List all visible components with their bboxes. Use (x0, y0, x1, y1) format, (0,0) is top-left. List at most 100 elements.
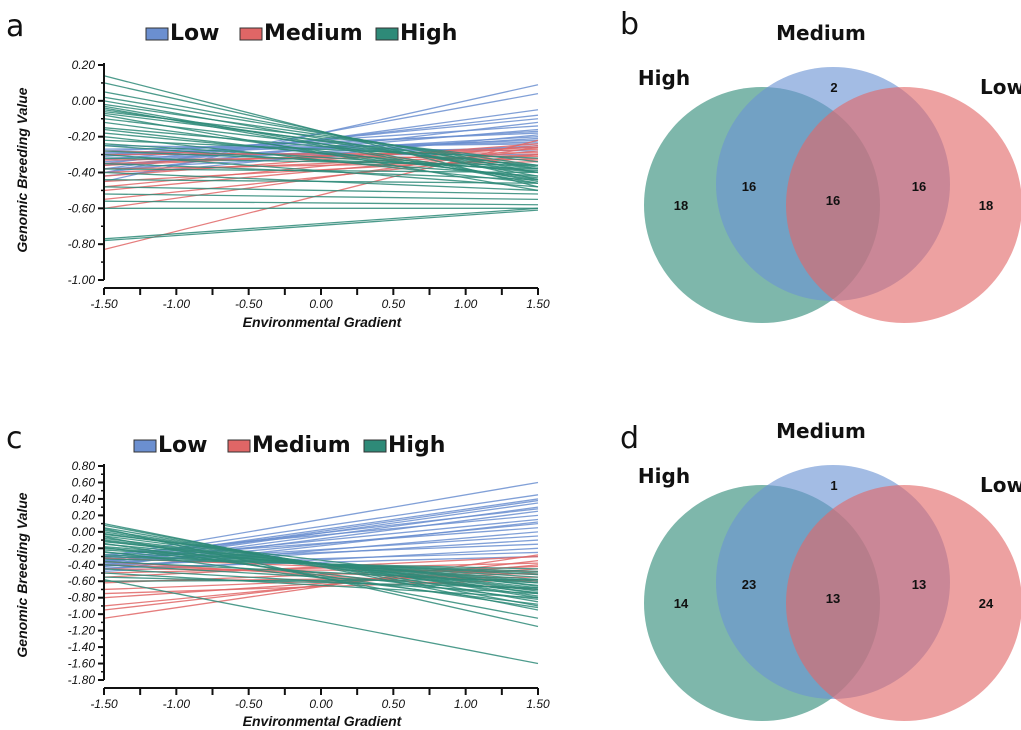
series-line-high-23 (103, 179, 539, 184)
series-lines-c (103, 481, 539, 665)
y-tick-label: -1.60 (68, 657, 96, 671)
venn-count-medium-low: 13 (912, 577, 926, 592)
venn-set-label-medium: Medium (776, 21, 866, 45)
y-tick-label: -0.80 (68, 237, 96, 251)
y-axis-title-a: Genomic Breeding Value (14, 87, 30, 252)
panel-letter-a: a (6, 9, 24, 44)
venn-count-medium-only: 2 (830, 80, 837, 95)
legend-swatch-low (133, 439, 157, 453)
series-line-high-20 (103, 568, 539, 595)
y-tick-label: -0.40 (68, 558, 96, 572)
y-tick-label: 0.20 (72, 58, 96, 72)
series-line-high-25 (103, 193, 539, 201)
venn-set-label-low: Low (980, 75, 1021, 99)
legend-swatch-medium (239, 27, 263, 41)
y-tick-label: 0.20 (72, 508, 96, 522)
legend-c: Low Medium High (133, 433, 445, 458)
legend-swatch-high (375, 27, 399, 41)
x-tick-label: 1.50 (526, 697, 550, 711)
series-line-high-19 (103, 157, 539, 166)
legend-label-high: High (388, 433, 445, 458)
venn-count-low-only: 24 (979, 596, 994, 611)
series-line-high-24 (103, 578, 539, 665)
panel-letter-d: d (620, 421, 639, 456)
axes-a: 0.20 0.00 -0.20 -0.40 -0.60 -0.80 -1.00 -1.50 -1… (68, 58, 550, 311)
venn-set-label-medium: Medium (776, 419, 866, 443)
legend-label-medium: Medium (264, 21, 363, 46)
x-tick-label: -0.50 (235, 297, 263, 311)
series-line-low-5 (103, 510, 539, 568)
legend-label-high: High (400, 21, 457, 46)
series-lines-a (103, 75, 539, 251)
y-tick-label: -0.80 (68, 591, 96, 605)
y-tick-label: -1.00 (68, 607, 96, 621)
venn-count-high-only: 18 (674, 198, 688, 213)
y-tick-label: 0.60 (72, 475, 96, 489)
series-line-medium-3 (103, 568, 539, 599)
legend-label-medium: Medium (252, 433, 351, 458)
y-tick-label: 0.40 (72, 492, 96, 506)
x-tick-label: -0.50 (235, 697, 263, 711)
series-line-high-31 (103, 112, 539, 168)
series-line-high-27 (103, 542, 539, 609)
venn-circle-low (786, 87, 1021, 323)
series-line-low-0 (103, 481, 539, 558)
x-tick-label: -1.50 (90, 297, 118, 311)
y-tick-label: 0.00 (72, 525, 96, 539)
x-axis-title-a: Environmental Gradient (243, 314, 403, 330)
venn-set-label-low: Low (980, 473, 1021, 497)
line-chart-c: 0.80 0.60 0.40 0.20 0.00 -0.20 -0.40 -0.60 -0.80… (14, 433, 550, 729)
series-line-high-20 (103, 162, 539, 181)
legend-label-low: Low (158, 433, 207, 458)
series-line-high-24 (103, 186, 539, 195)
venn-count-all: 16 (826, 193, 840, 208)
x-tick-label: 0.00 (309, 297, 333, 311)
series-line-high-26 (103, 200, 539, 206)
series-line-medium-7 (103, 562, 539, 574)
y-tick-label: -1.00 (68, 273, 96, 287)
x-tick-label: 1.00 (454, 297, 478, 311)
series-line-high-28 (103, 550, 539, 605)
venn-count-medium-only: 1 (830, 478, 837, 493)
series-line-medium-12 (103, 146, 539, 166)
x-tick-label: -1.00 (163, 697, 191, 711)
venn-count-all: 13 (826, 591, 840, 606)
series-line-high-32 (103, 128, 539, 179)
series-line-high-8 (103, 110, 539, 163)
legend-swatch-medium (227, 439, 251, 453)
series-line-high-3 (103, 96, 539, 170)
series-line-low-19 (103, 521, 539, 571)
series-line-high-16 (103, 144, 539, 177)
venn-set-label-high: High (638, 66, 690, 90)
y-tick-label: -0.40 (68, 166, 96, 180)
legend-a: Low Medium High (145, 21, 457, 46)
series-line-high-29 (103, 209, 539, 242)
y-tick-label: -1.80 (68, 673, 96, 687)
panel-letter-b: b (620, 7, 639, 42)
series-line-high-31 (103, 546, 539, 600)
x-tick-label: 0.50 (382, 297, 406, 311)
venn-count-high-medium: 16 (742, 179, 756, 194)
y-tick-label: -1.20 (68, 624, 96, 638)
panel-letter-c: c (6, 421, 23, 456)
venn-count-high-only: 14 (674, 596, 689, 611)
series-line-low-15 (103, 551, 539, 566)
x-tick-label: -1.50 (90, 697, 118, 711)
x-tick-label: 0.00 (309, 697, 333, 711)
venn-count-medium-low: 16 (912, 179, 926, 194)
x-axis-title-c: Environmental Gradient (243, 713, 403, 729)
venn-count-high-medium: 23 (742, 577, 756, 592)
venn-diagram-b: High Medium Low 18 2 18 16 16 16 (638, 21, 1021, 323)
x-tick-label: -1.00 (163, 297, 191, 311)
venn-circle-low (786, 485, 1021, 721)
venn-set-label-high: High (638, 464, 690, 488)
venn-count-low-only: 18 (979, 198, 993, 213)
series-line-high-23 (103, 578, 539, 582)
axes-c: 0.80 0.60 0.40 0.20 0.00 -0.20 -0.40 -0.60 -0.80… (68, 459, 550, 711)
x-tick-label: 1.00 (454, 697, 478, 711)
series-line-high-29 (103, 533, 539, 587)
y-tick-label: 0.00 (72, 94, 96, 108)
series-line-high-15 (103, 139, 539, 159)
x-tick-label: 0.50 (382, 697, 406, 711)
